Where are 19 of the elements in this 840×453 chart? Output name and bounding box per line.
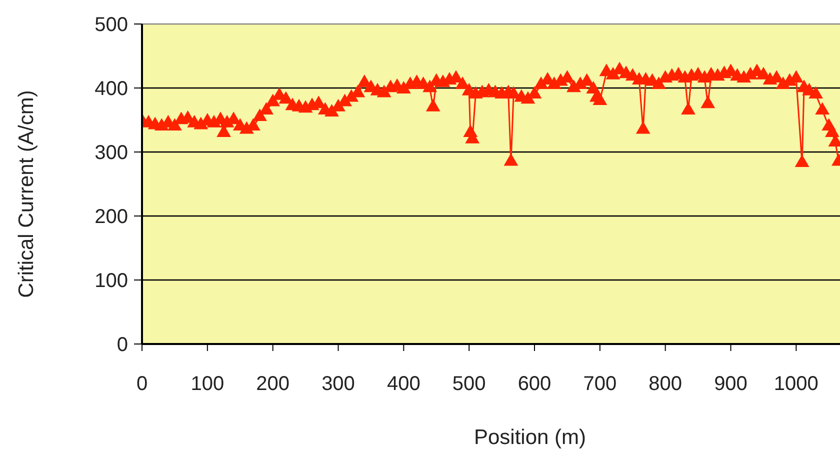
x-tick-label: 500 — [452, 373, 486, 395]
y-tick-label: 200 — [94, 206, 128, 228]
x-tick-label: 1000 — [774, 373, 818, 395]
x-tick-label: 300 — [322, 373, 355, 395]
y-tick-label: 0 — [116, 334, 128, 356]
x-tick-label: 400 — [386, 373, 420, 395]
x-tick-label: 600 — [518, 373, 552, 395]
y-tick-label: 100 — [94, 270, 128, 292]
x-tick-label: 900 — [714, 373, 748, 395]
x-tick-label: 700 — [583, 373, 617, 395]
y-axis-title: Critical Current (A/cm) — [15, 90, 38, 298]
x-tick-label: 100 — [190, 373, 224, 395]
y-tick-label: 300 — [94, 142, 128, 164]
x-tick-label: 800 — [648, 373, 682, 395]
x-tick-label: 200 — [256, 373, 290, 395]
y-tick-label: 400 — [94, 78, 128, 100]
x-tick-label: 0 — [136, 373, 148, 395]
x-axis-title: Position (m) — [474, 426, 586, 449]
y-tick-label: 500 — [94, 14, 128, 36]
